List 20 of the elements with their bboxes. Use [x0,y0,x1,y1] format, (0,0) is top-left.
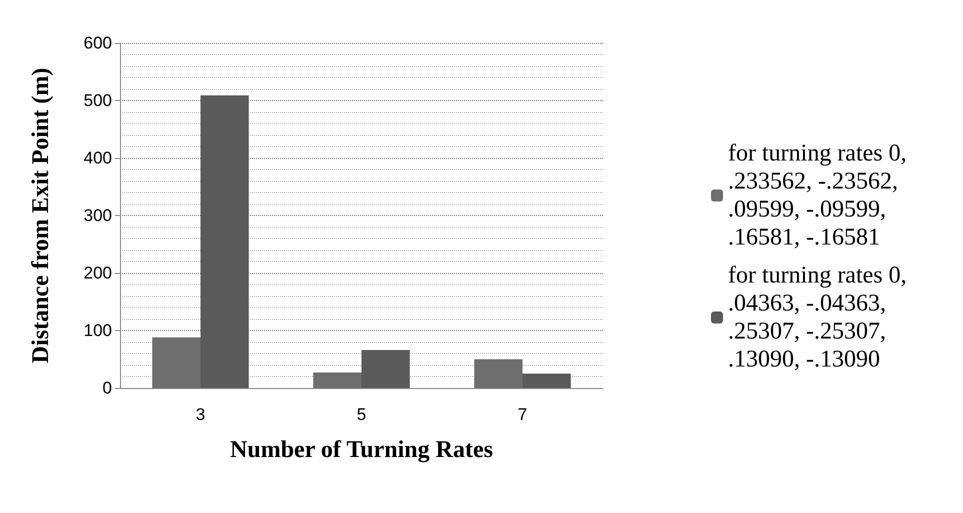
legend-label: for turning rates 0, .233562, -.23562, .09599, -.09599, .16581, -.16581 [728,140,913,250]
x-tick-label: 5 [356,405,366,424]
y-axis-title: Distance from Exit Point (m) [28,68,54,364]
x-axis-title: Number of Turning Rates [230,437,493,463]
legend-label: for turning rates 0, .04363, -.04363, .25307, -.25307, .13090, -.13090 [728,262,913,372]
bar [522,374,571,388]
x-tick-label: 3 [196,405,206,424]
bar [474,359,522,388]
y-tick-label: 400 [84,148,112,168]
x-tick-label: 7 [518,405,528,424]
y-tick-label: 100 [84,321,112,340]
bar [200,95,249,388]
bar [313,372,362,388]
bar [152,337,200,388]
y-tick-label: 0 [102,378,112,398]
bar [362,350,410,388]
y-tick-label: 300 [84,206,112,225]
y-tick-label: 600 [84,34,112,52]
y-tick-label: 200 [84,264,112,282]
y-tick-label: 500 [84,91,112,110]
